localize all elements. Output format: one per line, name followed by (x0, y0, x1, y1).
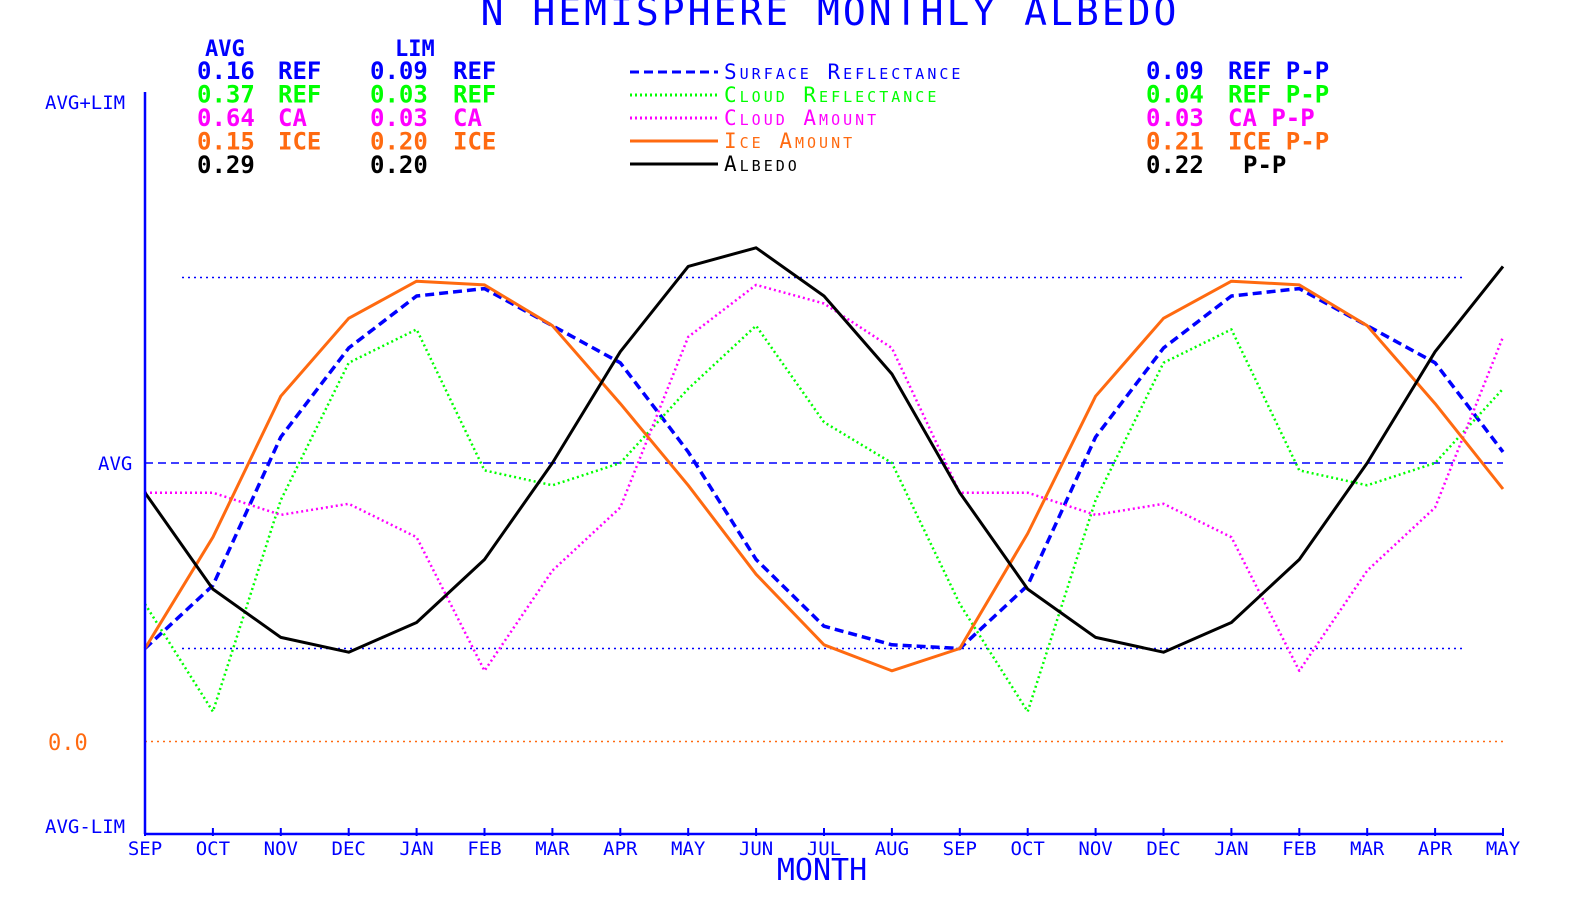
stat-avg-value: 0.16 (197, 57, 255, 85)
x-tick-label: NOV (1078, 838, 1112, 860)
series-lines (143, 246, 1505, 713)
stat-pp-value: 0.09 (1146, 57, 1204, 85)
stat-lim-value: 0.03 (370, 81, 428, 109)
x-tick-label: MAR (535, 838, 570, 860)
x-tick-label: MAR (1350, 838, 1385, 860)
stat-pp-value: 0.04 (1146, 81, 1204, 109)
x-tick-label: MAY (1486, 838, 1521, 860)
series-ice-amount (143, 279, 1505, 673)
stat-lim-tag: REF (453, 81, 496, 109)
y-label-mid: AVG (98, 453, 132, 475)
x-tick-label: DEC (1146, 838, 1180, 860)
stat-pp-tag: P-P (1243, 151, 1286, 179)
stat-avg-value: 0.64 (197, 104, 255, 132)
stat-avg-tag: REF (278, 81, 321, 109)
x-tick-label: NOV (264, 838, 298, 860)
axes: AVG+LIM AVG 0.0 AVG-LIM MONTH SEP OCT NOV D… (45, 92, 1521, 888)
y-label-top: AVG+LIM (45, 92, 125, 114)
x-tick-label: AUG (875, 838, 909, 860)
x-tick-label: FEB (467, 838, 501, 860)
series-albedo (143, 246, 1505, 654)
reference-lines (145, 276, 1503, 743)
stat-pp-value: 0.22 (1146, 151, 1204, 179)
x-tick-label: FEB (1282, 838, 1316, 860)
stat-lim-value: 0.03 (370, 104, 428, 132)
x-tick-label: APR (1418, 838, 1453, 860)
stat-lim-tag: CA (453, 104, 482, 132)
stat-lim-value: 0.09 (370, 57, 428, 85)
x-axis-label: MONTH (777, 853, 867, 888)
avg-header: AVG (205, 37, 245, 62)
stat-pp-tag: REF P-P (1228, 57, 1329, 85)
legend-label: Cloud Reflectance (724, 83, 939, 107)
legend-label: Surface Reflectance (724, 60, 963, 84)
stat-avg-value: 0.15 (197, 128, 255, 156)
y-label-zero: 0.0 (48, 731, 88, 756)
stat-lim-value: 0.20 (370, 128, 428, 156)
x-tick-label: OCT (196, 838, 230, 860)
stat-avg-value: 0.29 (197, 151, 255, 179)
stat-pp-tag: CA P-P (1228, 104, 1315, 132)
stat-lim-tag: ICE (453, 128, 496, 156)
stat-avg-tag: CA (278, 104, 307, 132)
chart-title: N HEMISPHERE MONTHLY ALBEDO (481, 0, 1180, 34)
x-tick-label: APR (603, 838, 638, 860)
series-cloud-amount (145, 283, 1505, 673)
x-tick-label: MAY (671, 838, 706, 860)
x-tick-label: OCT (1011, 838, 1045, 860)
series-surface-reflectance (143, 286, 1505, 651)
stat-pp-tag: ICE P-P (1228, 128, 1329, 156)
stat-pp-value: 0.21 (1146, 128, 1204, 156)
stat-avg-value: 0.37 (197, 81, 255, 109)
x-tick-label: SEP (128, 838, 162, 860)
legend-label: Ice Amount (724, 129, 855, 153)
y-label-bottom: AVG-LIM (45, 816, 125, 838)
stat-avg-tag: ICE (278, 128, 321, 156)
series-cloud-reflectance (143, 324, 1504, 713)
legend-label: Cloud Amount (724, 106, 879, 130)
stat-avg-tag: REF (278, 57, 321, 85)
x-tick-label: SEP (943, 838, 977, 860)
stat-pp-value: 0.03 (1146, 104, 1204, 132)
legend-label: Albedo (724, 152, 800, 176)
x-tick-label: JUL (807, 838, 841, 860)
stats-panel: AVG LIM 0.16 REF 0.09 REF 0.09 REF P-P 0.37 REF… (197, 37, 1329, 179)
lim-header: LIM (395, 37, 435, 62)
x-tick-label: JUN (739, 838, 773, 860)
stat-lim-tag: REF (453, 57, 496, 85)
stat-pp-tag: REF P-P (1228, 81, 1329, 109)
x-tick-label: DEC (332, 838, 366, 860)
x-tick-label: JAN (1214, 838, 1248, 860)
x-tick-label: JAN (399, 838, 433, 860)
stat-lim-value: 0.20 (370, 151, 428, 179)
